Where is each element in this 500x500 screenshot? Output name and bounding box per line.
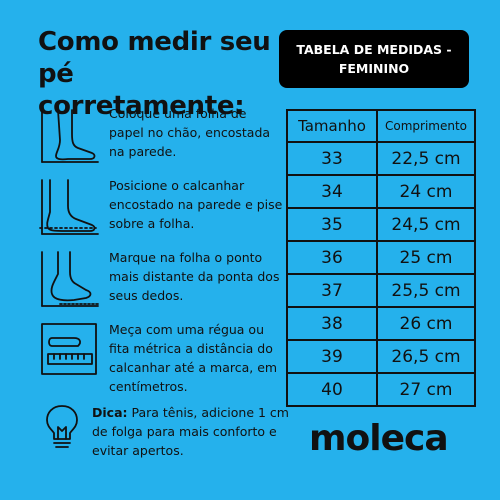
header-length: Comprimento <box>376 109 476 143</box>
table-row: 33 22,5 cm <box>286 141 476 176</box>
size-cell: 36 <box>286 240 378 275</box>
tip-text-block: Dica: Para tênis, adicione 1 cm de folga… <box>92 403 302 460</box>
length-cell: 22,5 cm <box>376 141 476 176</box>
size-cell: 38 <box>286 306 378 341</box>
size-cell: 37 <box>286 273 378 308</box>
mark-toe-point-icon <box>41 251 100 307</box>
length-cell: 27 cm <box>376 372 476 407</box>
table-header-row: Tamanho Comprimento <box>286 109 476 143</box>
table-row: 39 26,5 cm <box>286 339 476 374</box>
length-cell: 24 cm <box>376 174 476 209</box>
tip-text: Para tênis, adicione 1 cm de folga para … <box>92 405 289 458</box>
size-cell: 33 <box>286 141 378 176</box>
size-cell: 39 <box>286 339 378 374</box>
lightbulb-icon <box>46 405 78 448</box>
heel-on-paper-icon <box>39 179 99 235</box>
length-cell: 25,5 cm <box>376 273 476 308</box>
page-title: Como medir seu pé corretamente: <box>38 26 278 122</box>
step-2-text: Posicione o calcanhar encostado na pared… <box>109 178 283 231</box>
table-row: 34 24 cm <box>286 174 476 209</box>
header-size: Tamanho <box>286 109 378 143</box>
length-cell: 26 cm <box>376 306 476 341</box>
step-4-text: Meça com uma régua ou fita métrica a dis… <box>109 322 278 394</box>
size-cell: 35 <box>286 207 378 242</box>
size-table: Tamanho Comprimento 33 22,5 cm 34 24 cm … <box>286 109 476 407</box>
table-row: 40 27 cm <box>286 372 476 407</box>
brand-logo: moleca <box>309 418 449 459</box>
step-4: Meça com uma régua ou fita métrica a dis… <box>38 320 278 394</box>
size-table-badge: TABELA DE MEDIDAS - FEMININO <box>279 30 469 88</box>
size-cell: 40 <box>286 372 378 407</box>
badge-line-2: FEMININO <box>338 61 410 76</box>
table-row: 37 25,5 cm <box>286 273 476 308</box>
length-cell: 26,5 cm <box>376 339 476 374</box>
step-1-text: Coloque uma folha de papel no chão, enco… <box>109 106 271 159</box>
title-line-1: Como medir seu <box>38 27 271 57</box>
tip-label: Dica: <box>92 405 128 420</box>
table-row: 38 26 cm <box>286 306 476 341</box>
foot-against-wall-icon <box>41 107 99 163</box>
step-3: Marque na folha o ponto mais distante da… <box>38 248 279 310</box>
length-cell: 24,5 cm <box>376 207 476 242</box>
table-row: 36 25 cm <box>286 240 476 275</box>
badge-line-1: TABELA DE MEDIDAS - <box>296 42 452 57</box>
length-cell: 25 cm <box>376 240 476 275</box>
step-3-text: Marque na folha o ponto mais distante da… <box>109 250 280 303</box>
size-cell: 34 <box>286 174 378 209</box>
ruler-measure-icon <box>41 323 97 375</box>
table-row: 35 24,5 cm <box>286 207 476 242</box>
step-2: Posicione o calcanhar encostado na pared… <box>38 176 282 238</box>
step-1: Coloque uma folha de papel no chão, enco… <box>38 104 278 166</box>
